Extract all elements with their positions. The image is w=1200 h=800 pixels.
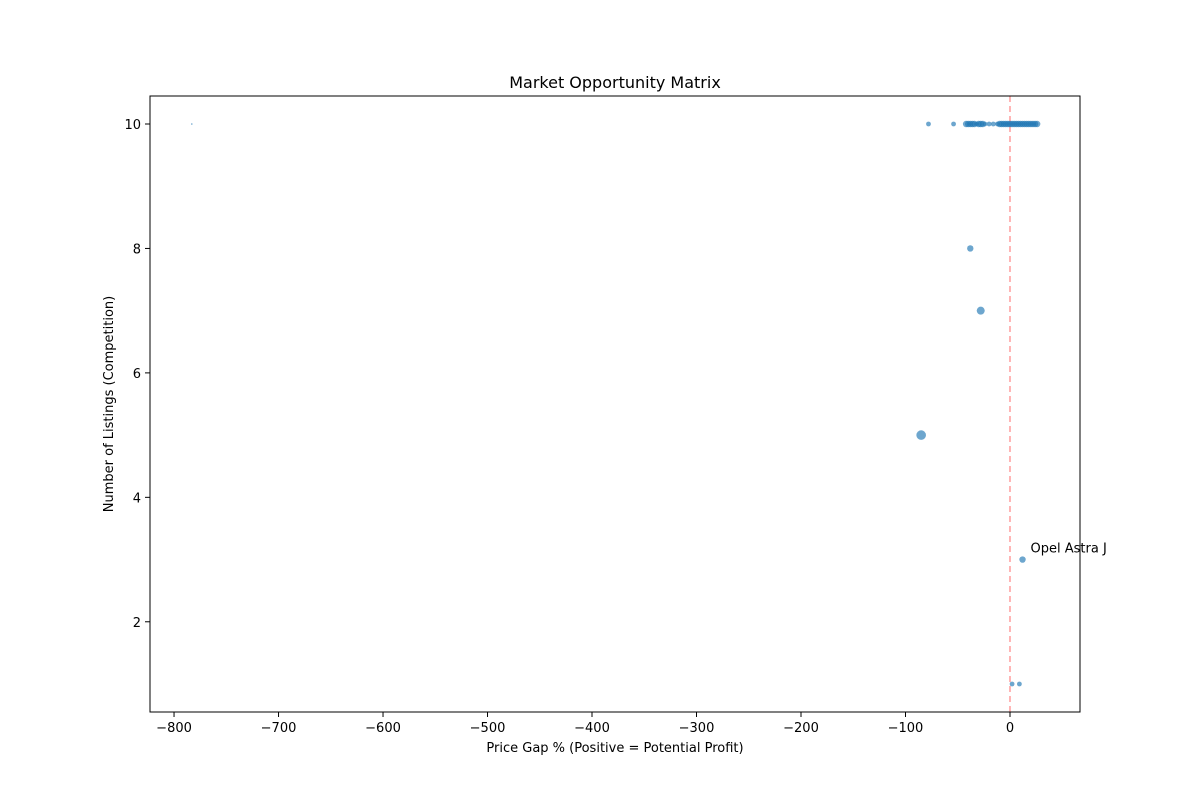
x-tick-label: −700 xyxy=(261,721,297,736)
data-point xyxy=(976,306,985,315)
point-annotation: Opel Astra J xyxy=(1031,542,1107,557)
x-tick-label: −100 xyxy=(888,721,924,736)
data-point xyxy=(926,121,931,127)
y-tick-label: 2 xyxy=(133,616,141,631)
x-axis: −800 −700 −600 −500 −400 −300 −200 −100 0 xyxy=(156,712,1014,736)
data-point xyxy=(982,121,988,127)
y-tick-label: 6 xyxy=(133,367,141,382)
y-axis-label: Number of Listings (Competition) xyxy=(102,296,117,512)
data-point xyxy=(916,430,926,440)
data-point xyxy=(1016,681,1022,687)
x-tick-label: −800 xyxy=(156,721,192,736)
data-point xyxy=(967,245,974,252)
data-point xyxy=(190,123,193,125)
data-point xyxy=(1019,556,1026,563)
x-tick-label: −600 xyxy=(365,721,401,736)
x-tick-label: 0 xyxy=(1006,721,1014,736)
y-tick-label: 8 xyxy=(133,242,141,257)
x-tick-label: −200 xyxy=(783,721,819,736)
data-point xyxy=(951,121,956,127)
x-axis-label: Price Gap % (Positive = Potential Profit… xyxy=(486,741,743,756)
data-point xyxy=(1009,681,1015,687)
y-tick-label: 4 xyxy=(133,491,141,506)
x-tick-label: −400 xyxy=(574,721,610,736)
data-point xyxy=(990,121,996,127)
data-point xyxy=(1033,120,1041,128)
plot-frame xyxy=(149,95,1081,713)
data-point xyxy=(986,121,992,127)
y-axis: 2 4 6 8 10 xyxy=(124,118,150,631)
x-tick-label: −500 xyxy=(470,721,506,736)
x-tick-label: −300 xyxy=(679,721,715,736)
plot-area: Opel Astra J xyxy=(190,96,1107,712)
y-tick-label: 10 xyxy=(124,118,141,133)
chart-title: Market Opportunity Matrix xyxy=(509,73,721,92)
